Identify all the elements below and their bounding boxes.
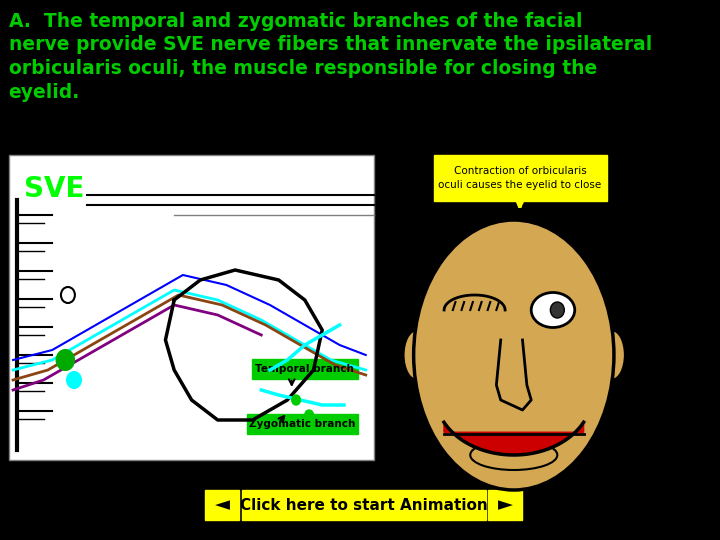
- Text: SVE: SVE: [24, 175, 85, 203]
- Polygon shape: [444, 422, 584, 455]
- Text: Click here to start Animation: Click here to start Animation: [240, 497, 488, 512]
- FancyBboxPatch shape: [9, 155, 374, 460]
- Ellipse shape: [599, 330, 625, 380]
- FancyBboxPatch shape: [433, 155, 607, 201]
- Text: Contraction of orbicularis
oculi causes the eyelid to close: Contraction of orbicularis oculi causes …: [438, 166, 601, 190]
- Text: A.  The temporal and zygomatic branches of the facial
nerve provide SVE nerve fi: A. The temporal and zygomatic branches o…: [9, 12, 652, 102]
- Ellipse shape: [470, 440, 557, 470]
- FancyBboxPatch shape: [204, 490, 240, 520]
- Circle shape: [61, 287, 75, 303]
- Ellipse shape: [403, 330, 429, 380]
- Circle shape: [57, 350, 74, 370]
- FancyBboxPatch shape: [487, 490, 523, 520]
- Text: ►: ►: [498, 496, 513, 515]
- Text: Temporal branch: Temporal branch: [256, 364, 354, 374]
- Text: Zygomatic branch: Zygomatic branch: [249, 419, 356, 429]
- FancyBboxPatch shape: [242, 490, 486, 520]
- Circle shape: [292, 395, 300, 405]
- Circle shape: [305, 410, 313, 420]
- Ellipse shape: [414, 220, 614, 490]
- Circle shape: [550, 302, 564, 318]
- FancyBboxPatch shape: [252, 359, 358, 379]
- Ellipse shape: [531, 293, 575, 327]
- Text: ◄: ◄: [215, 496, 230, 515]
- Circle shape: [67, 372, 81, 388]
- FancyBboxPatch shape: [247, 414, 358, 434]
